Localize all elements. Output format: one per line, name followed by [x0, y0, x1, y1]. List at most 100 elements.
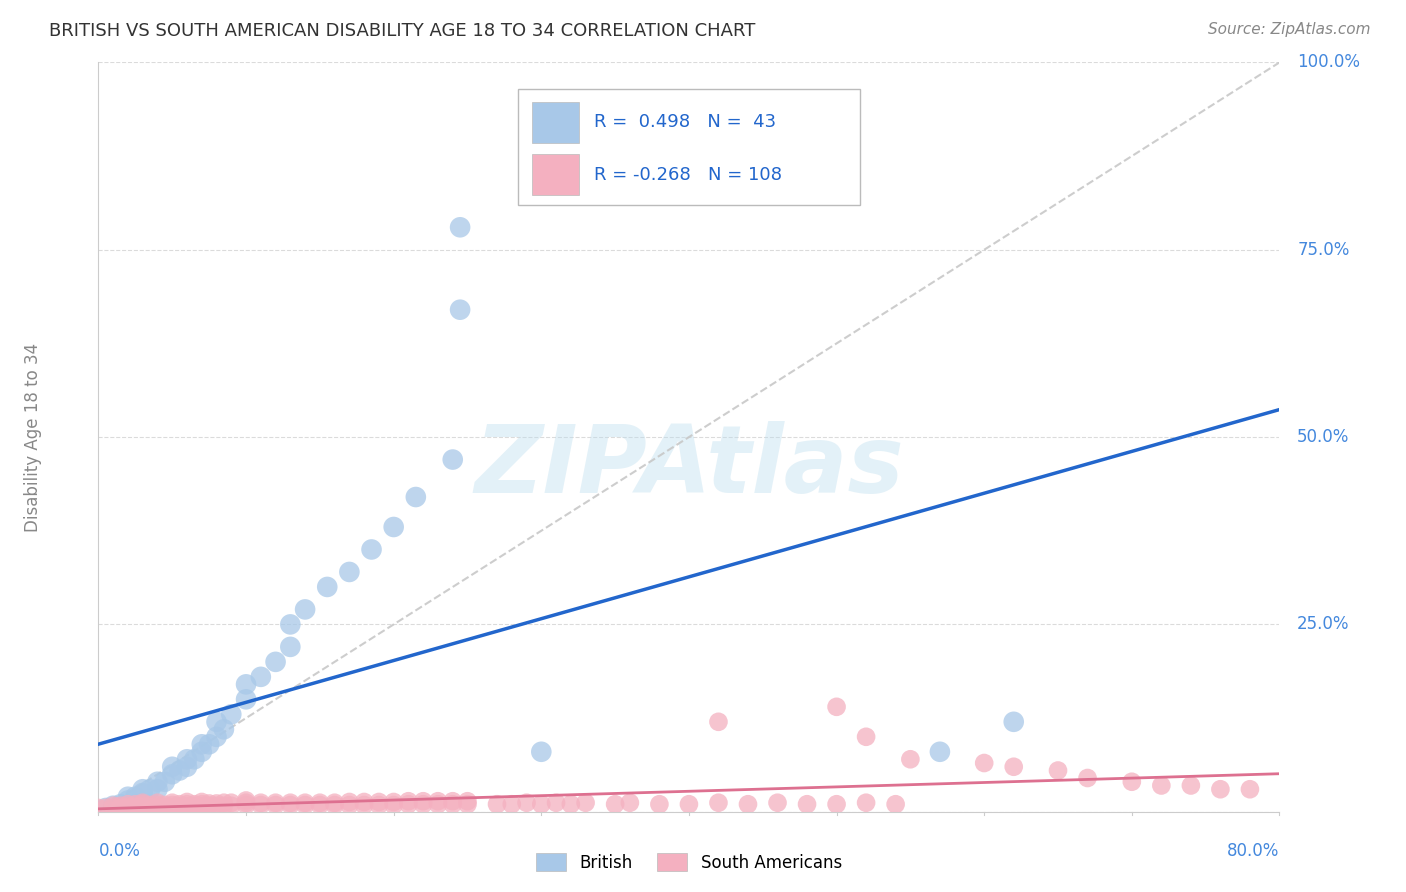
Point: [132, 782, 155, 797]
Point: [1077, 771, 1099, 785]
Point: [205, 714, 228, 729]
Point: [169, 797, 191, 812]
Point: [132, 786, 155, 800]
Point: [235, 692, 257, 706]
Point: [162, 760, 183, 774]
Point: [530, 797, 553, 812]
Point: [501, 797, 523, 812]
Point: [449, 302, 471, 317]
Point: [900, 752, 922, 766]
Point: [146, 782, 169, 797]
Point: [855, 796, 877, 810]
Point: [205, 797, 228, 811]
Point: [1121, 774, 1143, 789]
Point: [619, 796, 641, 810]
Point: [117, 799, 139, 814]
Point: [441, 452, 464, 467]
Point: [191, 799, 214, 814]
Point: [929, 745, 952, 759]
Point: [212, 796, 235, 810]
Point: [94, 801, 117, 815]
Point: [766, 796, 789, 810]
Point: [176, 752, 198, 766]
Point: [1002, 760, 1025, 774]
Point: [412, 794, 434, 808]
Point: [146, 774, 169, 789]
Point: [884, 797, 907, 812]
Point: [124, 799, 146, 814]
Point: [412, 797, 434, 812]
Point: [250, 670, 273, 684]
Point: [294, 796, 316, 810]
Point: [339, 565, 361, 579]
Point: [198, 798, 221, 813]
Point: [162, 796, 183, 810]
Point: [449, 220, 471, 235]
Point: [169, 764, 191, 778]
Point: [486, 797, 509, 812]
Point: [427, 794, 450, 808]
Point: [605, 797, 627, 812]
Point: [427, 797, 450, 812]
Point: [132, 799, 155, 814]
Point: [382, 520, 405, 534]
Point: [707, 714, 730, 729]
Point: [457, 794, 479, 808]
Point: [110, 798, 132, 813]
Point: [132, 797, 155, 812]
Point: [87, 801, 110, 815]
Point: [1150, 779, 1173, 793]
Point: [825, 699, 848, 714]
Point: [339, 797, 361, 812]
Point: [162, 800, 183, 814]
Point: [124, 801, 146, 815]
Point: [191, 797, 214, 812]
Point: [198, 797, 221, 811]
Point: [169, 799, 191, 814]
Point: [796, 797, 818, 812]
Point: [146, 797, 169, 812]
Point: [183, 797, 205, 812]
Point: [153, 774, 176, 789]
Point: [294, 797, 316, 812]
Point: [146, 796, 169, 810]
Point: [176, 795, 198, 809]
Point: [146, 800, 169, 814]
Point: [1180, 779, 1202, 793]
Point: [323, 797, 346, 812]
Point: [94, 801, 117, 815]
Point: [368, 795, 391, 809]
Point: [309, 796, 332, 810]
Point: [973, 756, 995, 770]
Point: [212, 798, 235, 813]
Point: [176, 799, 198, 814]
Text: 100.0%: 100.0%: [1298, 54, 1360, 71]
Point: [382, 795, 405, 809]
Point: [212, 723, 235, 737]
Point: [339, 795, 361, 809]
Point: [250, 796, 273, 810]
Text: 75.0%: 75.0%: [1298, 241, 1350, 259]
Point: [280, 797, 302, 812]
Point: [707, 796, 730, 810]
Point: [221, 796, 243, 810]
Point: [176, 797, 198, 812]
Point: [153, 797, 176, 812]
Point: [398, 794, 420, 808]
Point: [825, 797, 848, 812]
Point: [280, 617, 302, 632]
Point: [110, 801, 132, 815]
Point: [103, 801, 125, 815]
Point: [205, 798, 228, 813]
Point: [280, 796, 302, 810]
Point: [235, 677, 257, 691]
Point: [103, 798, 125, 813]
Point: [441, 797, 464, 812]
Text: Source: ZipAtlas.com: Source: ZipAtlas.com: [1208, 22, 1371, 37]
Point: [1046, 764, 1070, 778]
Point: [678, 797, 700, 812]
FancyBboxPatch shape: [531, 102, 579, 143]
Point: [405, 490, 427, 504]
Point: [191, 737, 214, 751]
Point: [198, 737, 221, 751]
